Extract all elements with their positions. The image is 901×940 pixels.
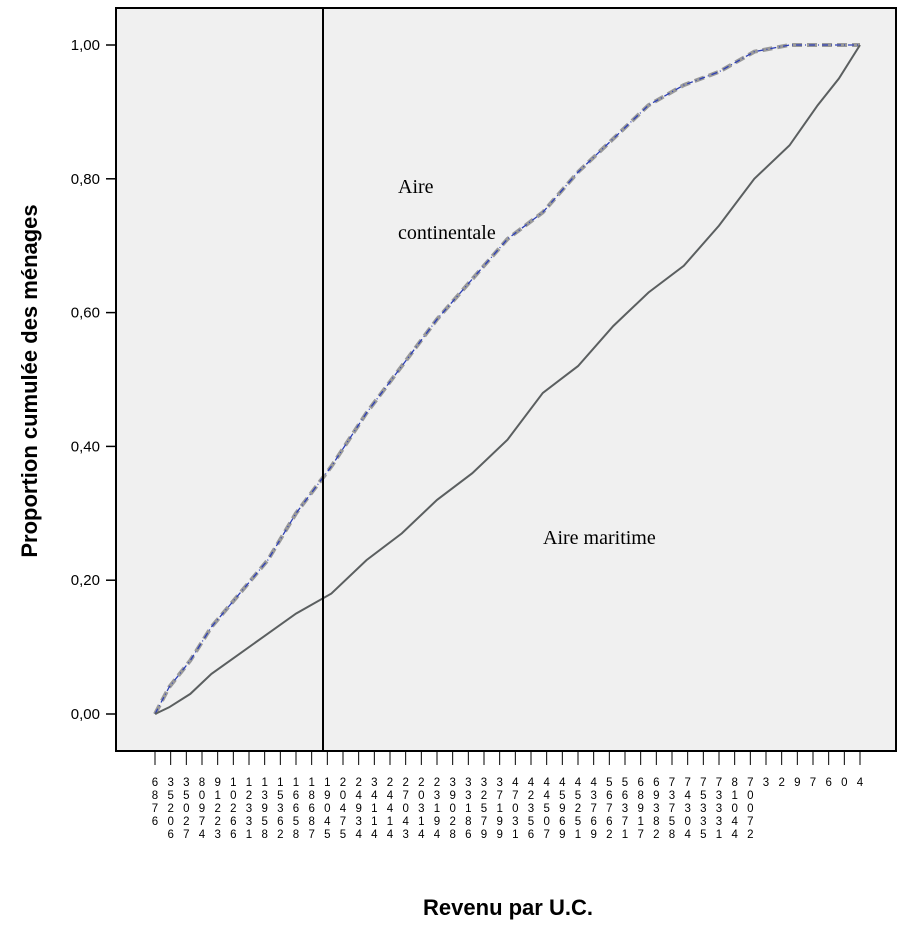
- series-line-aire-maritime: [154, 44, 861, 715]
- y-tick-label: 0,00: [71, 706, 100, 723]
- y-tick-label: 0,80: [71, 171, 100, 188]
- x-tick-label: 2: [778, 777, 784, 789]
- series-line-aire-continentale-overlay: [154, 44, 860, 715]
- x-tick-label: 6: [825, 777, 831, 789]
- x-tick-label: 0: [841, 777, 847, 789]
- x-axis-title: Revenu par U.C.: [423, 895, 593, 920]
- series-line-aire-continentale: [153, 43, 860, 715]
- y-axis: 0,00 0,20 0,40 0,60 0,80 1,00: [71, 37, 116, 723]
- x-tick-label: 4: [857, 777, 864, 789]
- y-tick-label: 0,60: [71, 305, 100, 322]
- annotation-aire-continentale: Aire: [398, 176, 434, 198]
- annotation-aire-maritime: Aire maritime: [543, 527, 656, 549]
- x-axis: 6 8 7 6 3 5 2 0 6 3 5 0 2 7 8 0 9 7 4 9 1 2 2 3 1 0 2 6 6 1 2 3 3 1 1 3 9 5 8 1…: [152, 751, 864, 841]
- series-layer: [153, 43, 861, 715]
- y-axis-title: Proportion cumulée des ménages: [17, 204, 42, 557]
- x-tick-label: 9: [794, 777, 800, 789]
- plot-area: [115, 7, 897, 752]
- x-tick-label: 7: [810, 777, 816, 789]
- y-tick-label: 0,20: [71, 572, 100, 589]
- y-tick-label: 0,40: [71, 438, 100, 455]
- annotation-aire-continentale-line2: continentale: [398, 222, 496, 244]
- y-tick-label: 1,00: [71, 37, 100, 54]
- x-tick-label: 3: [763, 777, 769, 789]
